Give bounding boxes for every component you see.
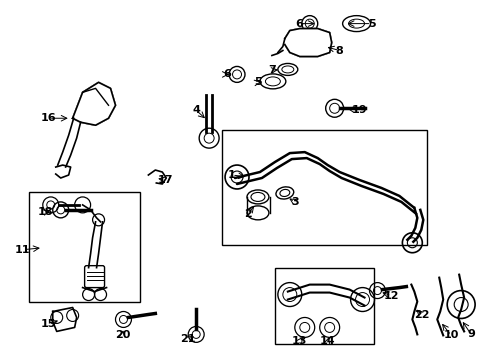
Text: 6: 6: [223, 69, 230, 80]
Text: 3: 3: [290, 197, 298, 207]
Text: 9: 9: [466, 329, 474, 339]
Text: 4: 4: [192, 105, 200, 115]
Text: 18: 18: [38, 207, 53, 217]
Bar: [274, 268, 374, 345]
Text: 1: 1: [228, 170, 235, 180]
Text: 5: 5: [367, 19, 375, 28]
Text: 16: 16: [41, 113, 57, 123]
Text: 6: 6: [294, 19, 302, 28]
Text: 10: 10: [443, 330, 458, 341]
Text: 5: 5: [254, 77, 261, 87]
Text: 8: 8: [335, 45, 343, 55]
Text: 13: 13: [291, 336, 307, 346]
Bar: [29, 192, 140, 302]
Polygon shape: [73, 82, 115, 125]
Text: 17: 17: [157, 175, 173, 185]
Text: 21: 21: [180, 334, 196, 345]
Text: 14: 14: [319, 336, 335, 346]
Polygon shape: [285, 28, 331, 57]
Text: 12: 12: [383, 291, 398, 301]
Text: 20: 20: [115, 330, 130, 341]
Text: 2: 2: [244, 209, 251, 219]
Text: 22: 22: [414, 310, 429, 320]
Bar: [222, 130, 427, 245]
Text: 7: 7: [267, 66, 275, 76]
Text: 15: 15: [41, 319, 56, 329]
Text: 11: 11: [15, 245, 31, 255]
Text: 19: 19: [351, 105, 366, 115]
